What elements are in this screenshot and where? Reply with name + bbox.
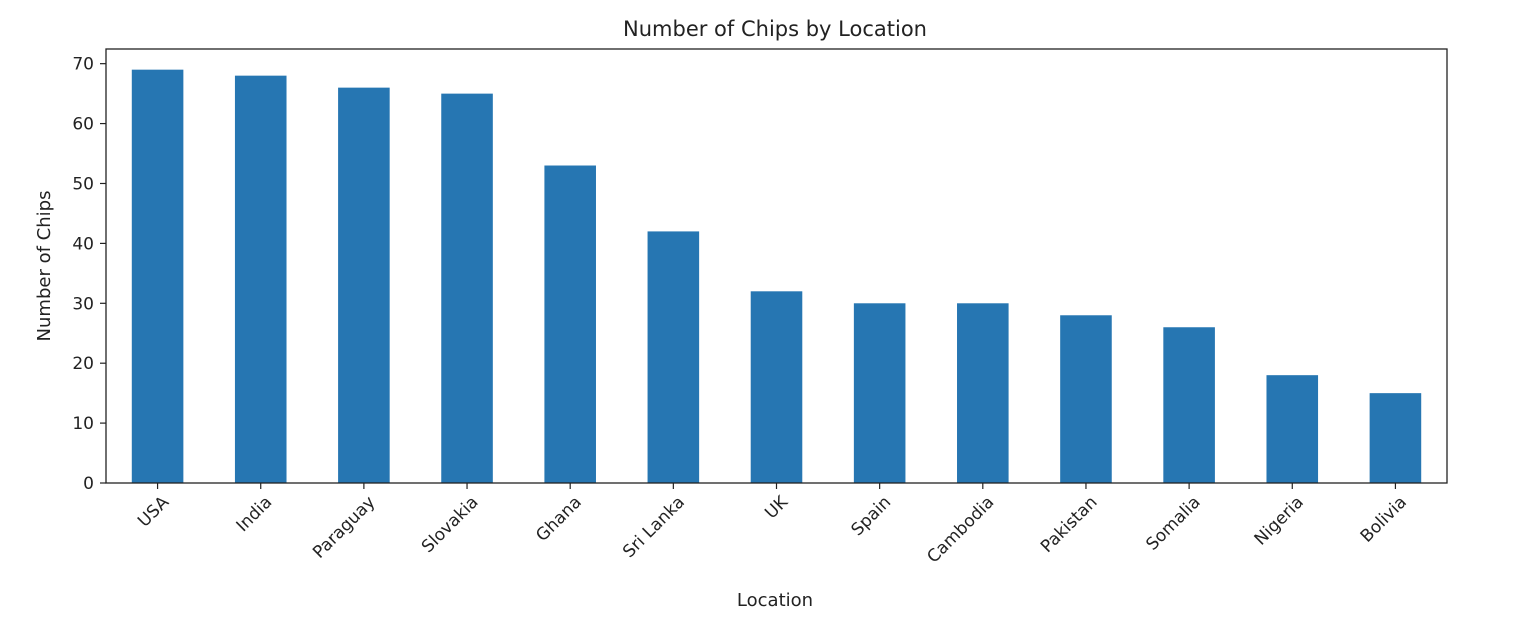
bar-spain [853,303,906,483]
bar-bolivia [1369,393,1422,483]
x-tick-label: Slovakia [418,492,483,557]
bar-pakistan [1060,315,1112,483]
bar-slovakia [441,93,493,483]
bar-sri-lanka [647,231,700,483]
y-tick-label: 40 [72,234,94,254]
x-tick-label: Spain [847,492,895,540]
y-tick-label: 20 [72,354,94,374]
y-tick-label: 50 [72,174,94,194]
chart-title: Number of Chips by Location [623,17,927,41]
y-tick-label: 10 [72,414,94,434]
bar-ghana [544,165,596,483]
x-axis: USA India Paraguay Slovakia Ghana Sri Lanka UK… [134,483,1411,567]
y-tick-label: 70 [72,55,94,75]
y-tick-label: 30 [72,294,94,314]
y-tick-label: 60 [72,115,94,135]
bar-somalia [1163,327,1215,483]
x-tick-label: Cambodia [923,492,998,567]
x-tick-label: Pakistan [1037,492,1101,556]
x-axis-title: Location [737,590,813,611]
x-tick-label: Nigeria [1251,492,1308,549]
plot-frame [105,48,1448,484]
y-tick-label: 0 [83,474,94,494]
bar-uk [750,291,803,483]
x-tick-label: Paraguay [309,492,379,562]
x-tick-label: Sri Lanka [619,492,689,562]
bar-paraguay [338,87,390,483]
bar-nigeria [1266,375,1319,483]
x-tick-label: Ghana [532,492,585,545]
x-tick-label: India [233,492,277,536]
x-tick-label: UK [761,492,792,523]
y-axis-title: Number of Chips [34,191,55,342]
x-tick-label: Bolivia [1357,492,1411,546]
bar-cambodia [957,303,1009,483]
y-axis: 0 10 20 30 40 50 60 70 [72,55,106,494]
x-tick-label: Somalia [1142,492,1204,554]
x-tick-label: USA [134,492,173,531]
bar-usa [131,69,184,484]
bar-india [234,75,287,483]
bars-group [131,69,1422,484]
